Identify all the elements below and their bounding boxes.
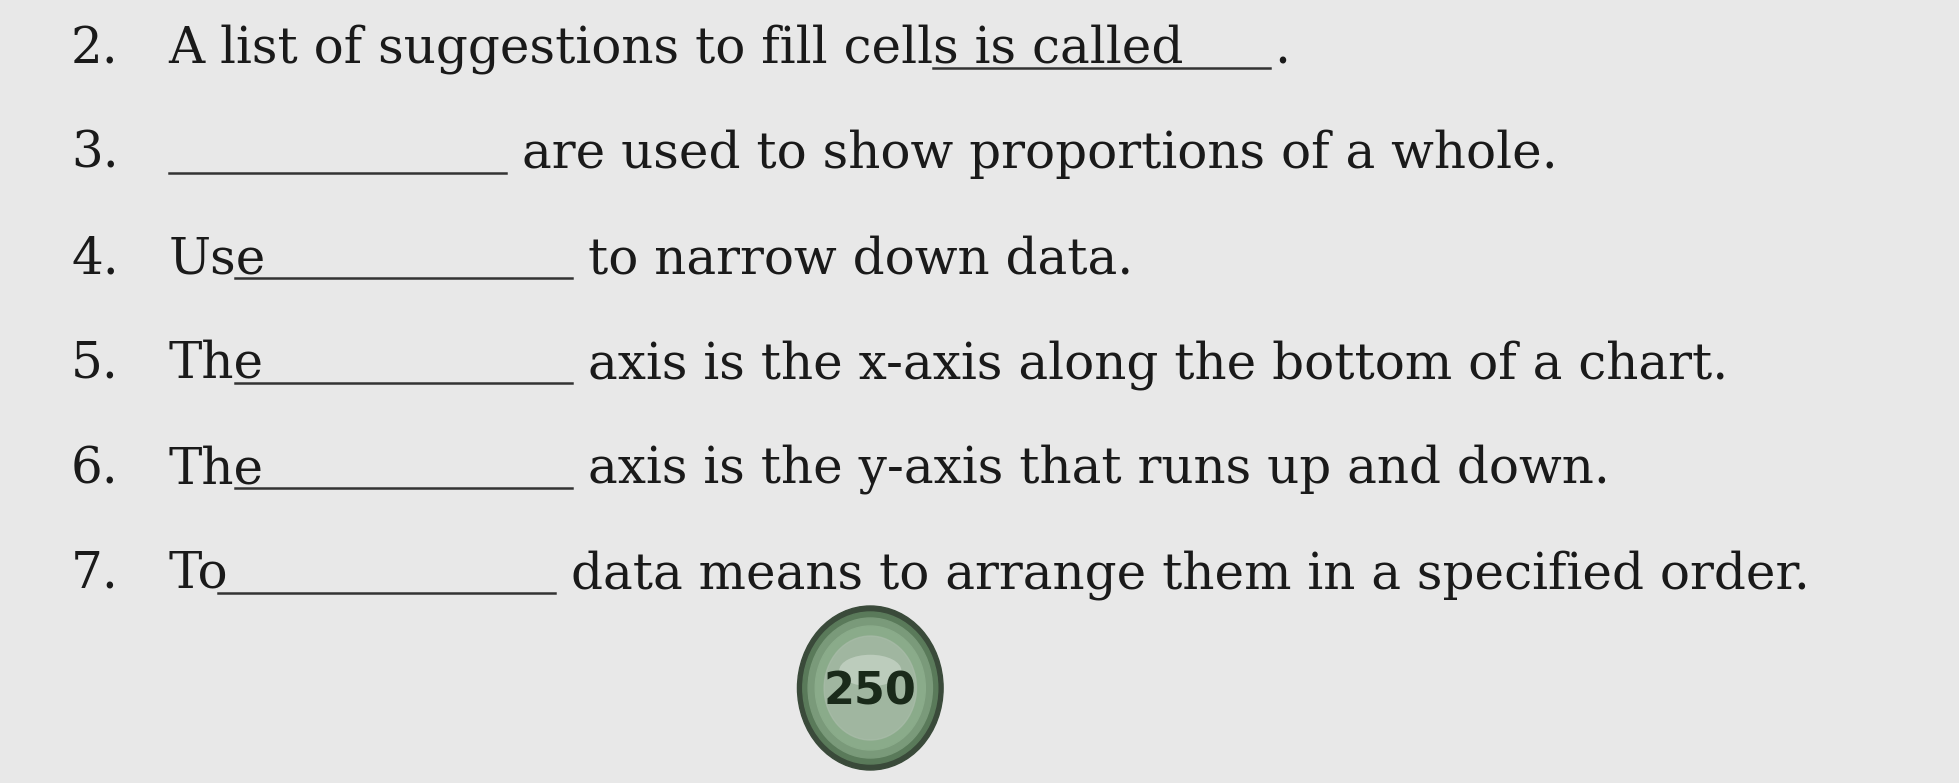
Circle shape	[815, 626, 925, 750]
Circle shape	[797, 606, 942, 770]
Text: axis is the x-axis along the bottom of a chart.: axis is the x-axis along the bottom of a…	[588, 340, 1728, 389]
Text: To: To	[168, 550, 229, 599]
Text: Use: Use	[168, 235, 266, 284]
Circle shape	[809, 618, 932, 758]
Text: A list of suggestions to fill cells is called: A list of suggestions to fill cells is c…	[168, 24, 1183, 74]
Circle shape	[825, 636, 917, 740]
Text: 4.: 4.	[71, 235, 119, 284]
Text: The: The	[168, 340, 264, 389]
Text: to narrow down data.: to narrow down data.	[588, 235, 1132, 284]
Text: 3.: 3.	[71, 129, 119, 179]
Text: 6.: 6.	[71, 445, 119, 494]
Text: 2.: 2.	[71, 24, 119, 74]
Text: are used to show proportions of a whole.: are used to show proportions of a whole.	[523, 129, 1557, 179]
Text: 7.: 7.	[71, 550, 119, 599]
Text: axis is the y-axis that runs up and down.: axis is the y-axis that runs up and down…	[588, 445, 1610, 495]
Text: The: The	[168, 445, 264, 494]
Text: 250: 250	[825, 670, 917, 713]
Circle shape	[803, 612, 938, 764]
Ellipse shape	[838, 655, 901, 686]
Text: 5.: 5.	[71, 340, 119, 389]
Text: .: .	[1273, 24, 1289, 74]
Text: data means to arrange them in a specified order.: data means to arrange them in a specifie…	[572, 550, 1810, 600]
